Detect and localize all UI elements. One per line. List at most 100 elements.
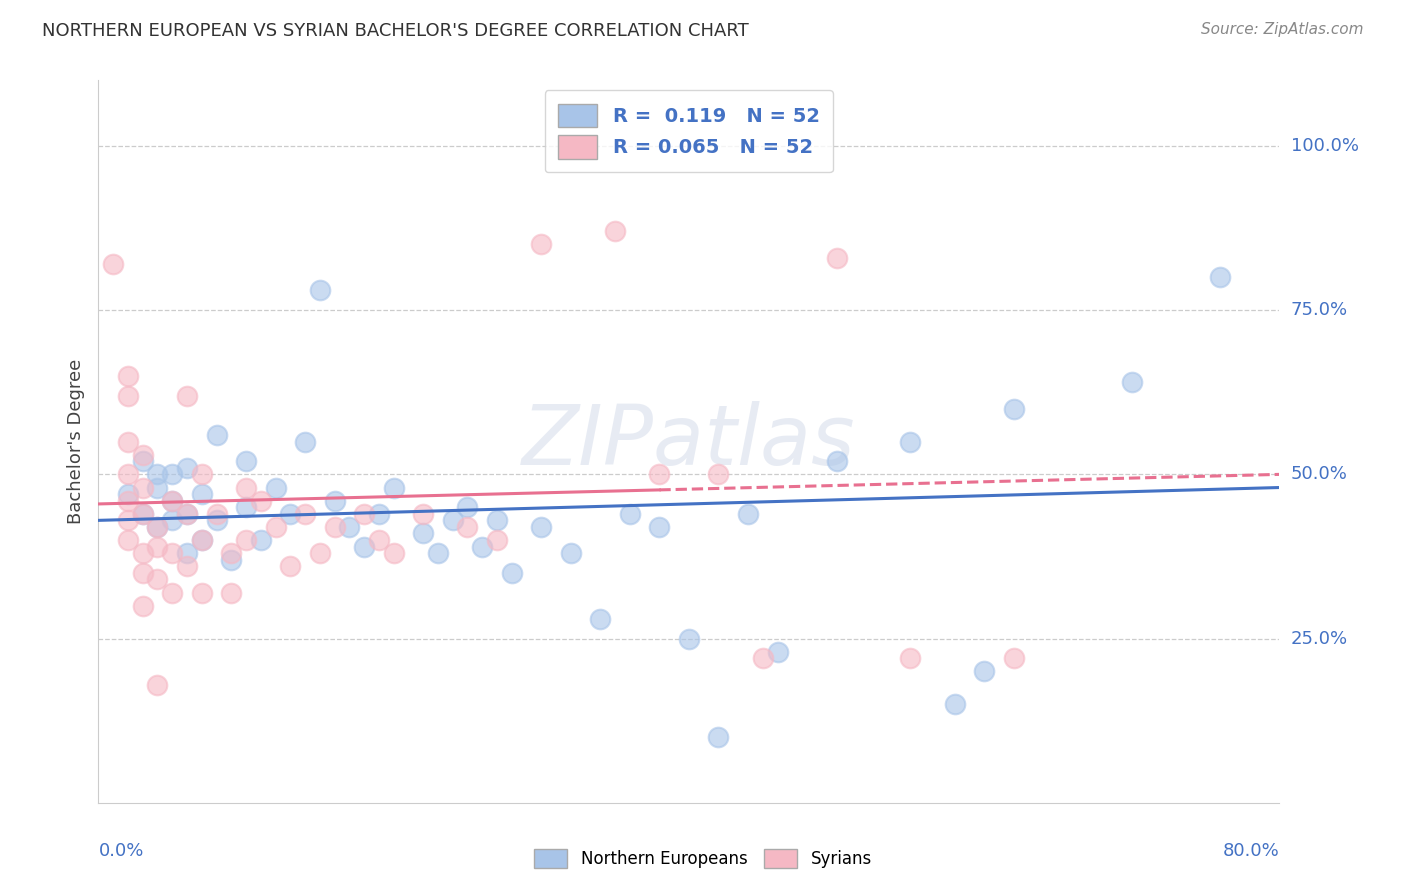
Text: 0.0%: 0.0% [98, 842, 143, 860]
Point [205, 428, 228, 442]
Point [205, 513, 228, 527]
Point [309, 284, 332, 298]
Point [353, 540, 375, 554]
Point [162, 585, 183, 599]
Point [132, 599, 155, 613]
Point [117, 368, 139, 383]
Legend: R =  0.119   N = 52, R = 0.065   N = 52: R = 0.119 N = 52, R = 0.065 N = 52 [544, 90, 834, 172]
Point [176, 559, 198, 574]
Point [825, 454, 848, 468]
Point [221, 546, 243, 560]
Point [132, 546, 155, 560]
Point [250, 493, 273, 508]
Point [294, 434, 316, 449]
Point [176, 460, 198, 475]
Point [486, 533, 509, 547]
Point [530, 237, 553, 252]
Point [162, 493, 183, 508]
Point [323, 493, 346, 508]
Text: 50.0%: 50.0% [1291, 466, 1347, 483]
Point [117, 434, 139, 449]
Point [427, 546, 450, 560]
Point [146, 677, 169, 691]
Point [162, 493, 183, 508]
Point [221, 553, 243, 567]
Point [264, 520, 287, 534]
Point [441, 513, 464, 527]
Point [648, 520, 671, 534]
Point [191, 467, 214, 482]
Point [117, 388, 139, 402]
Point [162, 467, 183, 482]
Text: NORTHERN EUROPEAN VS SYRIAN BACHELOR'S DEGREE CORRELATION CHART: NORTHERN EUROPEAN VS SYRIAN BACHELOR'S D… [42, 22, 749, 40]
Point [560, 546, 582, 560]
Point [205, 507, 228, 521]
Y-axis label: Bachelor's Degree: Bachelor's Degree [66, 359, 84, 524]
Point [191, 585, 214, 599]
Point [589, 612, 612, 626]
Text: 80.0%: 80.0% [1223, 842, 1279, 860]
Point [103, 257, 125, 271]
Point [264, 481, 287, 495]
Point [1002, 401, 1025, 416]
Point [235, 533, 257, 547]
Legend: Northern Europeans, Syrians: Northern Europeans, Syrians [527, 842, 879, 875]
Point [280, 559, 302, 574]
Point [162, 546, 183, 560]
Point [382, 546, 405, 560]
Point [176, 507, 198, 521]
Point [280, 507, 302, 521]
Point [368, 533, 391, 547]
Point [146, 520, 169, 534]
Point [457, 500, 479, 515]
Point [900, 434, 922, 449]
Point [117, 513, 139, 527]
Text: 75.0%: 75.0% [1291, 301, 1348, 319]
Text: ZIPatlas: ZIPatlas [522, 401, 856, 482]
Point [501, 566, 523, 580]
Point [752, 651, 775, 665]
Text: Source: ZipAtlas.com: Source: ZipAtlas.com [1201, 22, 1364, 37]
Point [648, 467, 671, 482]
Point [605, 224, 627, 238]
Point [191, 533, 214, 547]
Point [1121, 376, 1143, 390]
Point [132, 454, 155, 468]
Point [235, 481, 257, 495]
Point [471, 540, 494, 554]
Point [191, 533, 214, 547]
Point [412, 526, 434, 541]
Point [943, 698, 966, 712]
Point [191, 487, 214, 501]
Point [707, 730, 730, 744]
Point [132, 507, 155, 521]
Point [146, 481, 169, 495]
Point [973, 665, 995, 679]
Point [146, 467, 169, 482]
Point [323, 520, 346, 534]
Point [766, 645, 789, 659]
Point [486, 513, 509, 527]
Point [117, 487, 139, 501]
Point [309, 546, 332, 560]
Point [737, 507, 759, 521]
Point [117, 533, 139, 547]
Text: 100.0%: 100.0% [1291, 137, 1358, 155]
Point [382, 481, 405, 495]
Point [1002, 651, 1025, 665]
Point [707, 467, 730, 482]
Point [294, 507, 316, 521]
Point [221, 585, 243, 599]
Point [250, 533, 273, 547]
Point [825, 251, 848, 265]
Point [176, 388, 198, 402]
Point [353, 507, 375, 521]
Point [176, 507, 198, 521]
Point [368, 507, 391, 521]
Point [235, 500, 257, 515]
Point [339, 520, 361, 534]
Point [235, 454, 257, 468]
Point [176, 546, 198, 560]
Point [132, 481, 155, 495]
Point [162, 513, 183, 527]
